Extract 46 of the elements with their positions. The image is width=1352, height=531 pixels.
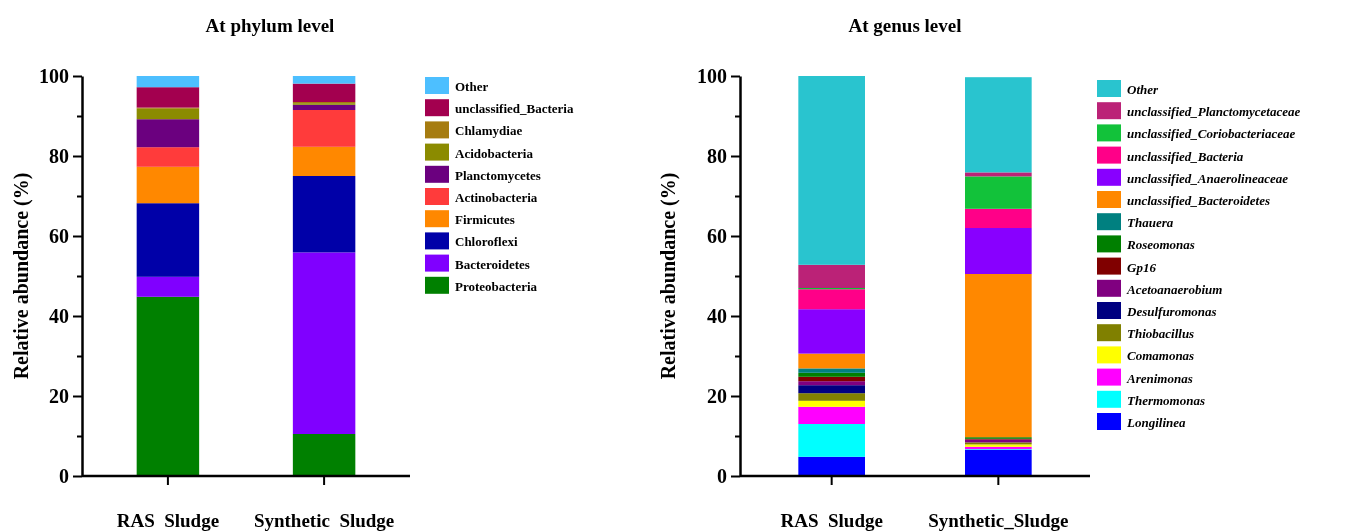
y-tick-label: 40 [707, 304, 727, 327]
x-tick-label: RAS Sludge [116, 510, 220, 531]
chart-title: At phylum level [205, 15, 335, 36]
legend-label: Arenimonas [1126, 370, 1193, 386]
chart-title: At genus level [848, 15, 962, 36]
x-tick-label: RAS Sludge [780, 510, 883, 531]
legend-label: Thauera [1127, 215, 1174, 231]
legend-label: unclassified_Coriobacteriaceae [1127, 126, 1296, 142]
legend-label: Other [1127, 82, 1159, 97]
legend-label: Acetoanaerobium [1126, 281, 1223, 297]
legend-label: Bacteroidetes [455, 256, 530, 272]
legend-label: Thiobacillus [1127, 326, 1195, 342]
y-tick-label: 80 [49, 144, 69, 167]
legend-label: Acidobacteria [455, 145, 534, 161]
legend-label: Longilinea [1126, 415, 1187, 430]
legend-label: Proteobacteria [455, 278, 538, 294]
legend-label: Other [455, 79, 489, 94]
y-tick-label: 80 [707, 144, 727, 167]
legend-label: Actinobacteria [455, 190, 538, 205]
legend-label: unclassified_Anaerolineaceae [1127, 170, 1289, 186]
x-tick-label: Synthetic Sludge [253, 510, 395, 531]
legend-label: Gp16 [1127, 259, 1157, 275]
y-tick-label: 0 [59, 464, 69, 487]
legend-label: unclassified_Bacteroidetes [1127, 193, 1270, 208]
y-axis-title: Relative abundance (%) [657, 172, 680, 380]
y-tick-label: 20 [707, 384, 727, 407]
legend-label: unclassified_Planctomycetaceae [1127, 104, 1301, 120]
legend-label: Comamonas [1127, 348, 1195, 364]
y-axis-title: Relative abundance (%) [10, 172, 33, 380]
y-tick-label: 20 [49, 384, 69, 407]
y-tick-label: 40 [49, 304, 69, 327]
legend-label: Chlamydiae [455, 123, 523, 139]
y-tick-label: 0 [717, 464, 727, 487]
y-tick-label: 100 [697, 64, 727, 87]
legend-label: unclassified_Bacteria [455, 101, 574, 117]
legend-label: Roseomonas [1126, 237, 1195, 253]
legend-label: Planctomycetes [455, 167, 541, 183]
legend-label: Chloroflexi [455, 234, 518, 250]
legend-label: Firmicutes [455, 212, 515, 228]
legend-label: Desulfuromonas [1126, 304, 1217, 319]
y-tick-label: 100 [39, 64, 69, 87]
legend-label: Thermomonas [1127, 392, 1206, 408]
legend-label: unclassified_Bacteria [1127, 148, 1244, 164]
y-tick-label: 60 [707, 224, 727, 247]
y-tick-label: 60 [49, 224, 69, 247]
x-tick-label: Synthetic_Sludge [928, 510, 1069, 531]
